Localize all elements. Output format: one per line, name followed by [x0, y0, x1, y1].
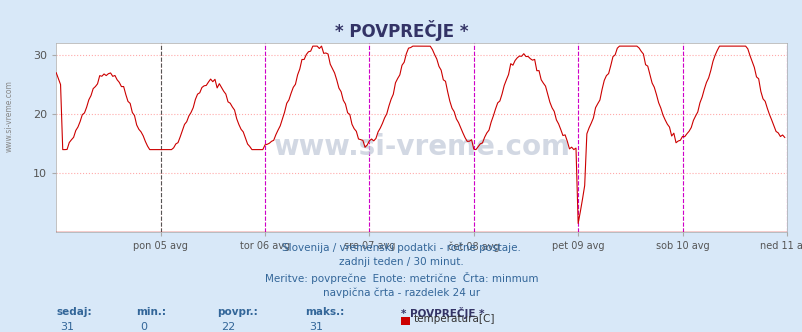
Text: 31: 31 [60, 322, 74, 332]
Text: sedaj:: sedaj: [56, 307, 91, 317]
Text: maks.:: maks.: [305, 307, 344, 317]
Text: min.:: min.: [136, 307, 166, 317]
Text: Meritve: povprečne  Enote: metrične  Črta: minmum: Meritve: povprečne Enote: metrične Črta:… [265, 272, 537, 284]
Text: www.si-vreme.com: www.si-vreme.com [5, 80, 14, 152]
Text: * POVPREČJE *: * POVPREČJE * [401, 307, 484, 319]
Text: Slovenija / vremenski podatki - ročne postaje.: Slovenija / vremenski podatki - ročne po… [282, 242, 520, 253]
Text: * POVPREČJE *: * POVPREČJE * [334, 20, 468, 41]
Text: zadnji teden / 30 minut.: zadnji teden / 30 minut. [338, 257, 464, 267]
Text: www.si-vreme.com: www.si-vreme.com [273, 133, 569, 161]
Text: navpična črta - razdelek 24 ur: navpična črta - razdelek 24 ur [322, 287, 480, 298]
Text: temperatura[C]: temperatura[C] [413, 314, 494, 324]
Text: povpr.:: povpr.: [217, 307, 257, 317]
Text: 0: 0 [140, 322, 148, 332]
Text: 22: 22 [221, 322, 235, 332]
Text: 31: 31 [309, 322, 322, 332]
